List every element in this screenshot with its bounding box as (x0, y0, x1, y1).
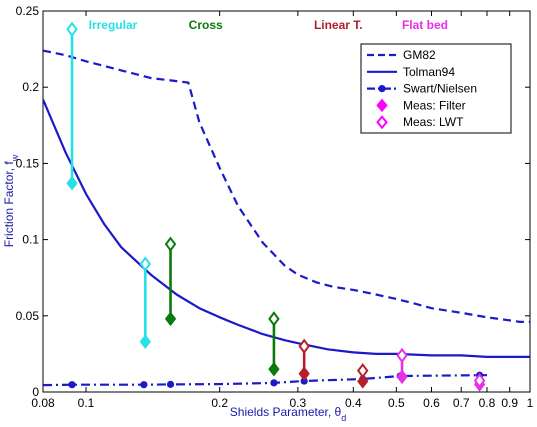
y-tick-label: 0.25 (16, 4, 40, 18)
series-swart-nielsen-point (166, 380, 175, 388)
measurement-lwt-point (164, 236, 177, 252)
measurement-filter-point (139, 334, 151, 350)
measurement-lwt-point (268, 311, 280, 327)
x-tick-label: 0.7 (453, 396, 470, 410)
measurement-lwt-point (298, 338, 310, 354)
x-tick-label: 1 (527, 396, 534, 410)
x-tick-label: 0.1 (78, 396, 95, 410)
y-axis: 0 0.05 0.1 0.15 0.2 0.25 (16, 4, 530, 399)
measurement-filter-point (396, 369, 408, 385)
regime-label: Cross (189, 18, 223, 32)
legend-meas-filter-marker (376, 98, 388, 113)
x-tick-label: 0.2 (211, 396, 228, 410)
y-tick-label: 0.2 (22, 80, 39, 94)
legend-meas-lwt-marker (376, 115, 388, 130)
x-tick-label: 0.5 (388, 396, 405, 410)
y-tick-label: 0.15 (16, 156, 40, 170)
measurement-filter-point (357, 374, 369, 389)
regime-label: Flat bed (402, 18, 448, 32)
series-swart-nielsen-point (140, 381, 148, 389)
regime-label: Linear T. (314, 18, 363, 32)
measurement-lwt-point (356, 362, 369, 379)
legend-meas-filter-label: Meas: Filter (403, 98, 466, 112)
y-tick-label: 0.1 (22, 233, 39, 247)
x-tick-label: 0.9 (501, 396, 518, 410)
measurement-lwt-point (473, 372, 486, 389)
y-axis-title-main: Friction Factor, f (2, 161, 16, 248)
series-swart-nielsen-point (68, 381, 76, 389)
x-axis-title-main: Shields Parameter, θ (230, 405, 342, 419)
measurement-filter-point (66, 175, 78, 191)
measurement-lwt-point (139, 256, 152, 272)
y-tick-label: 0 (32, 385, 39, 399)
legend-swart-nielsen-marker (378, 85, 386, 93)
y-tick-label: 0.05 (16, 309, 40, 323)
legend-meas-lwt-label: Meas: LWT (403, 115, 464, 129)
x-axis: 0.08 0.1 0.2 0.3 0.4 0.5 0.6 0.7 0.8 0.9 1 (31, 11, 534, 410)
x-axis-title-sub: d (341, 413, 346, 423)
x-tick-label: 0.3 (290, 396, 307, 410)
regime-label: Irregular (89, 18, 138, 32)
regime-labels: Irregular Cross Linear T. Flat bed (89, 18, 448, 32)
series-gm82-line (43, 49, 530, 323)
y-axis-title: Friction Factor, fw (2, 154, 20, 247)
legend-swart-nielsen-label: Swart/Nielsen (403, 82, 477, 96)
x-tick-label: 0.08 (31, 396, 55, 410)
x-tick-label: 0.8 (479, 396, 496, 410)
legend-tolman94-label: Tolman94 (403, 65, 455, 79)
measurement-filter-point (298, 366, 310, 382)
y-axis-title-sub: w (10, 154, 20, 162)
x-tick-label: 0.6 (423, 396, 440, 410)
measurement-filter-point (268, 361, 280, 377)
measurement-lwt-point (66, 21, 78, 37)
measurement-filter-point (164, 311, 177, 327)
x-axis-title: Shields Parameter, θd (230, 405, 346, 423)
measurement-layer (66, 21, 486, 392)
legend-gm82-label: GM82 (403, 48, 436, 62)
legend: GM82 Tolman94 Swart/Nielsen Meas: Filter Mea… (360, 43, 512, 134)
measurement-lwt-point (396, 347, 408, 364)
x-tick-label: 0.4 (345, 396, 362, 410)
series-swart-nielsen-point (270, 379, 278, 387)
